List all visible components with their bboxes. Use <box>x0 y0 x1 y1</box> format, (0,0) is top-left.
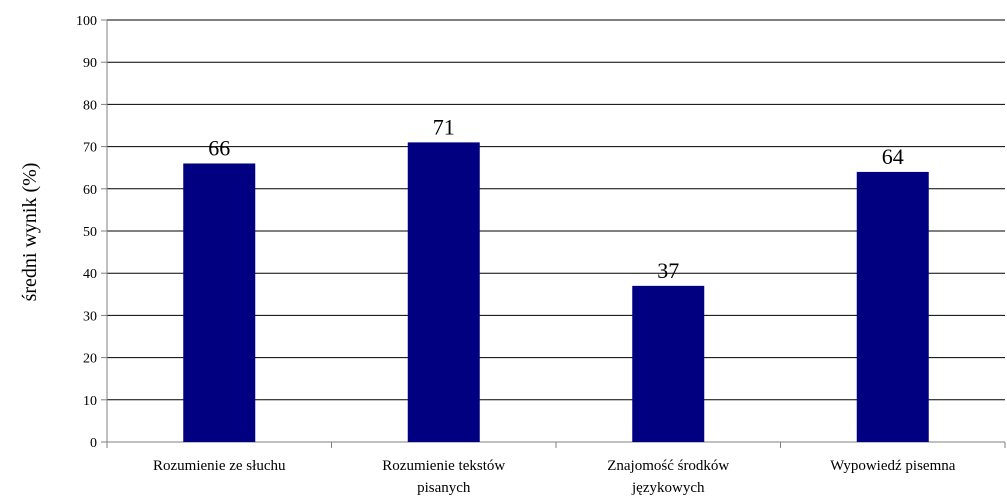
y-tick-label: 10 <box>83 394 97 409</box>
axes <box>101 19 1006 448</box>
y-tick-label: 60 <box>83 183 97 198</box>
y-tick-label: 70 <box>83 141 97 156</box>
data-label: 37 <box>657 258 679 283</box>
y-tick-label: 20 <box>83 352 97 367</box>
y-tick-label: 50 <box>83 225 97 240</box>
x-tick-label: Znajomość środków językowych <box>607 458 729 496</box>
gridlines <box>107 19 1005 401</box>
y-tick-label: 80 <box>83 98 97 113</box>
x-tick-label: Wypowiedź pisemna <box>830 458 956 474</box>
y-tick-label: 0 <box>90 436 97 451</box>
labels: 0 10 20 30 40 50 60 70 80 90 100 66 Rozumienie ze sł… <box>76 14 956 496</box>
bars <box>183 142 929 443</box>
data-label: 64 <box>882 144 904 169</box>
y-axis-title: średni wynik (%) <box>19 163 41 302</box>
y-tick-label: 90 <box>83 56 97 71</box>
x-tick-label: Rozumienie tekstów pisanych <box>382 458 505 496</box>
y-tick-label: 30 <box>83 309 97 324</box>
bar <box>407 142 480 442</box>
y-tick-label: 40 <box>83 267 97 282</box>
data-label: 71 <box>433 114 455 139</box>
y-tick-label: 100 <box>76 14 97 29</box>
data-label: 66 <box>208 135 230 160</box>
bar <box>856 171 929 443</box>
bar <box>183 163 256 443</box>
bar <box>632 285 705 442</box>
x-tick-label: Rozumienie ze słuchu <box>153 458 286 474</box>
